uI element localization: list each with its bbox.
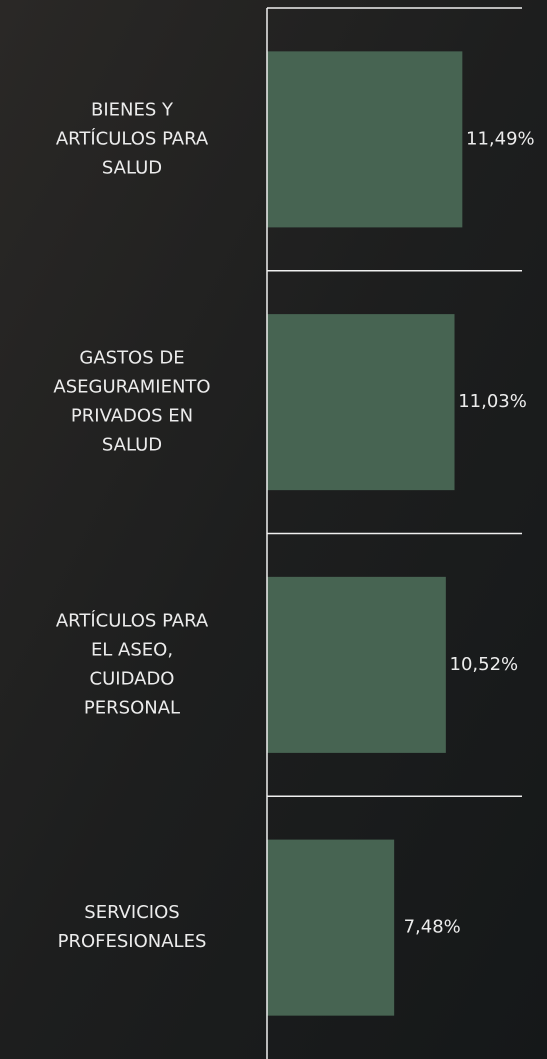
bar [267, 839, 395, 1016]
category-label: ARTÍCULOS PARA [56, 127, 209, 149]
value-label: 10,52% [450, 654, 519, 675]
category-label: SALUD [102, 157, 162, 178]
category-label: PRIVADOS EN [71, 406, 193, 427]
category-label: ARTÍCULOS PARA [56, 609, 209, 631]
value-label: 7,48% [404, 917, 461, 938]
value-label: 11,49% [466, 128, 535, 149]
bar [267, 51, 463, 228]
category-label: SALUD [102, 435, 162, 456]
value-label: 11,03% [458, 391, 527, 412]
category-label: SERVICIOS [84, 902, 179, 923]
category-label: BIENES Y [91, 99, 174, 120]
bar [267, 576, 446, 753]
bar [267, 314, 455, 491]
category-label: EL ASEO, [91, 639, 173, 660]
category-label: PERSONAL [84, 697, 180, 718]
category-label: PROFESIONALES [58, 931, 207, 952]
category-label: CUIDADO [90, 668, 175, 689]
category-label: GASTOS DE [79, 348, 184, 369]
category-label: ASEGURAMIENTO [53, 377, 210, 398]
